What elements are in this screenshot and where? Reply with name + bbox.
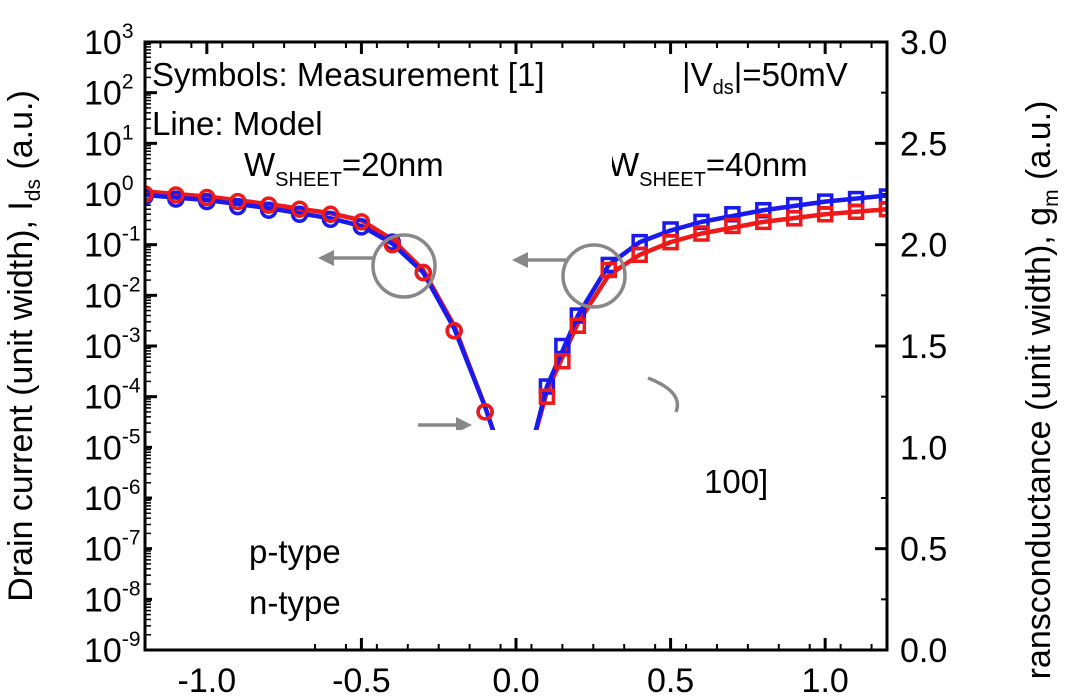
n-type-measured-point <box>755 213 772 231</box>
annotation-vds: |Vds|=50mV <box>682 56 848 99</box>
y-tick-label: 10-1 <box>84 223 141 265</box>
y-tick-label: 10-5 <box>84 425 141 467</box>
n-type-measured-point <box>167 186 185 204</box>
annotation-marks <box>332 233 680 459</box>
occlusion-masks <box>152 400 898 650</box>
arrow-right-head <box>456 417 472 433</box>
n-type-measured-point <box>878 200 887 218</box>
y-tick-label: 103 <box>84 20 134 62</box>
n-type-measured-point <box>445 322 463 340</box>
y-tick-label: 10-7 <box>84 527 141 569</box>
n-type-measured-point <box>145 185 154 203</box>
n-type-measured-point <box>554 352 571 370</box>
y2-tick-label: 1.5 <box>900 328 947 366</box>
n-type-measured-point <box>198 188 216 207</box>
p-type-measured-point <box>569 307 587 324</box>
x-tick-label: 0.5 <box>647 662 694 698</box>
x-tick-label: -1.0 <box>178 662 237 698</box>
legend-n-type: n-type <box>249 584 341 621</box>
n-type-measured-point <box>724 217 741 235</box>
n-type-measured-point <box>600 261 617 279</box>
x-tick-label: 0.0 <box>492 662 539 698</box>
y-tick-label: 10-3 <box>84 324 141 366</box>
y-tick-label: 10-2 <box>84 273 141 315</box>
legend-p-type: p-type <box>249 533 341 570</box>
annotation-wsheet-40: WSHEET=40nm <box>608 146 808 191</box>
annotation-line: Line: Model <box>152 105 323 142</box>
x-tick-label: -0.5 <box>332 662 391 698</box>
annotation-symbols: Symbols: Measurement [1] <box>152 56 545 93</box>
arrow-left-1-head <box>318 250 334 266</box>
annotation-circle-left <box>371 233 437 299</box>
n-type-measured-point <box>321 205 340 224</box>
annotation-arrowheads <box>318 250 528 433</box>
p-type-measured-point <box>554 337 571 355</box>
n-type-measured-point <box>229 192 247 211</box>
annotation-circle-right <box>561 243 627 309</box>
annotation-arc-right <box>647 376 680 413</box>
annotation-wsheet-20: WSHEET=20nm <box>244 146 444 191</box>
plot-frame <box>143 40 889 652</box>
p-type-measured-point <box>538 378 556 395</box>
p-type-measured-point <box>878 188 887 205</box>
n-type-measured-point <box>816 206 834 223</box>
n-type-measured-point <box>352 213 371 231</box>
n-type-measured-point <box>259 196 278 214</box>
y2-tick-label: 0.5 <box>900 531 947 569</box>
y2-tick-label: 3.0 <box>900 24 947 62</box>
wsheet-20-occlusion <box>458 140 512 190</box>
y-tick-label: 10-6 <box>84 476 141 518</box>
y2-tick-label: 1.0 <box>900 429 947 467</box>
n-type-measured-point <box>538 388 556 405</box>
y-axis-label: Drain current (unit width), Ids (a.u.) <box>2 90 45 602</box>
n-type-measured-point <box>569 317 587 334</box>
n-type-measured-point <box>631 246 648 264</box>
n-type-measured-point <box>662 233 679 251</box>
n-type-measured-point <box>693 225 710 242</box>
annotation-orientation: 100] <box>704 463 768 500</box>
y-tick-label: 102 <box>84 71 134 113</box>
y2-tick-label: 2.5 <box>900 125 947 163</box>
arrow-left-2-head <box>512 252 528 268</box>
n-type-measured-point <box>476 403 494 421</box>
y-tick-label: 10-9 <box>84 628 141 670</box>
n-type-measured-point <box>290 200 309 218</box>
n-type-measured-point <box>847 203 865 220</box>
y2-tick-label: 2.0 <box>900 227 947 265</box>
x-tick-label: 1.0 <box>802 662 849 698</box>
y-tick-label: 10-4 <box>84 375 141 417</box>
y-tick-label: 100 <box>84 172 134 214</box>
n-type-measured-point <box>786 210 803 227</box>
y2-tick-label: 0.0 <box>900 632 947 670</box>
axis-ticks: -1.0 -0.5 0.0 0.5 1.0 103 102 101 100 10-1 10-2 10-… <box>84 20 947 698</box>
wsheet-40-occlusion <box>590 140 612 190</box>
n-type-measured-point <box>414 263 432 282</box>
y2-axis-label: ransconductance (unit width), gm (a.u.) <box>1020 101 1063 680</box>
y-tick-label: 101 <box>84 121 134 163</box>
y-tick-label: 10-8 <box>84 577 141 619</box>
